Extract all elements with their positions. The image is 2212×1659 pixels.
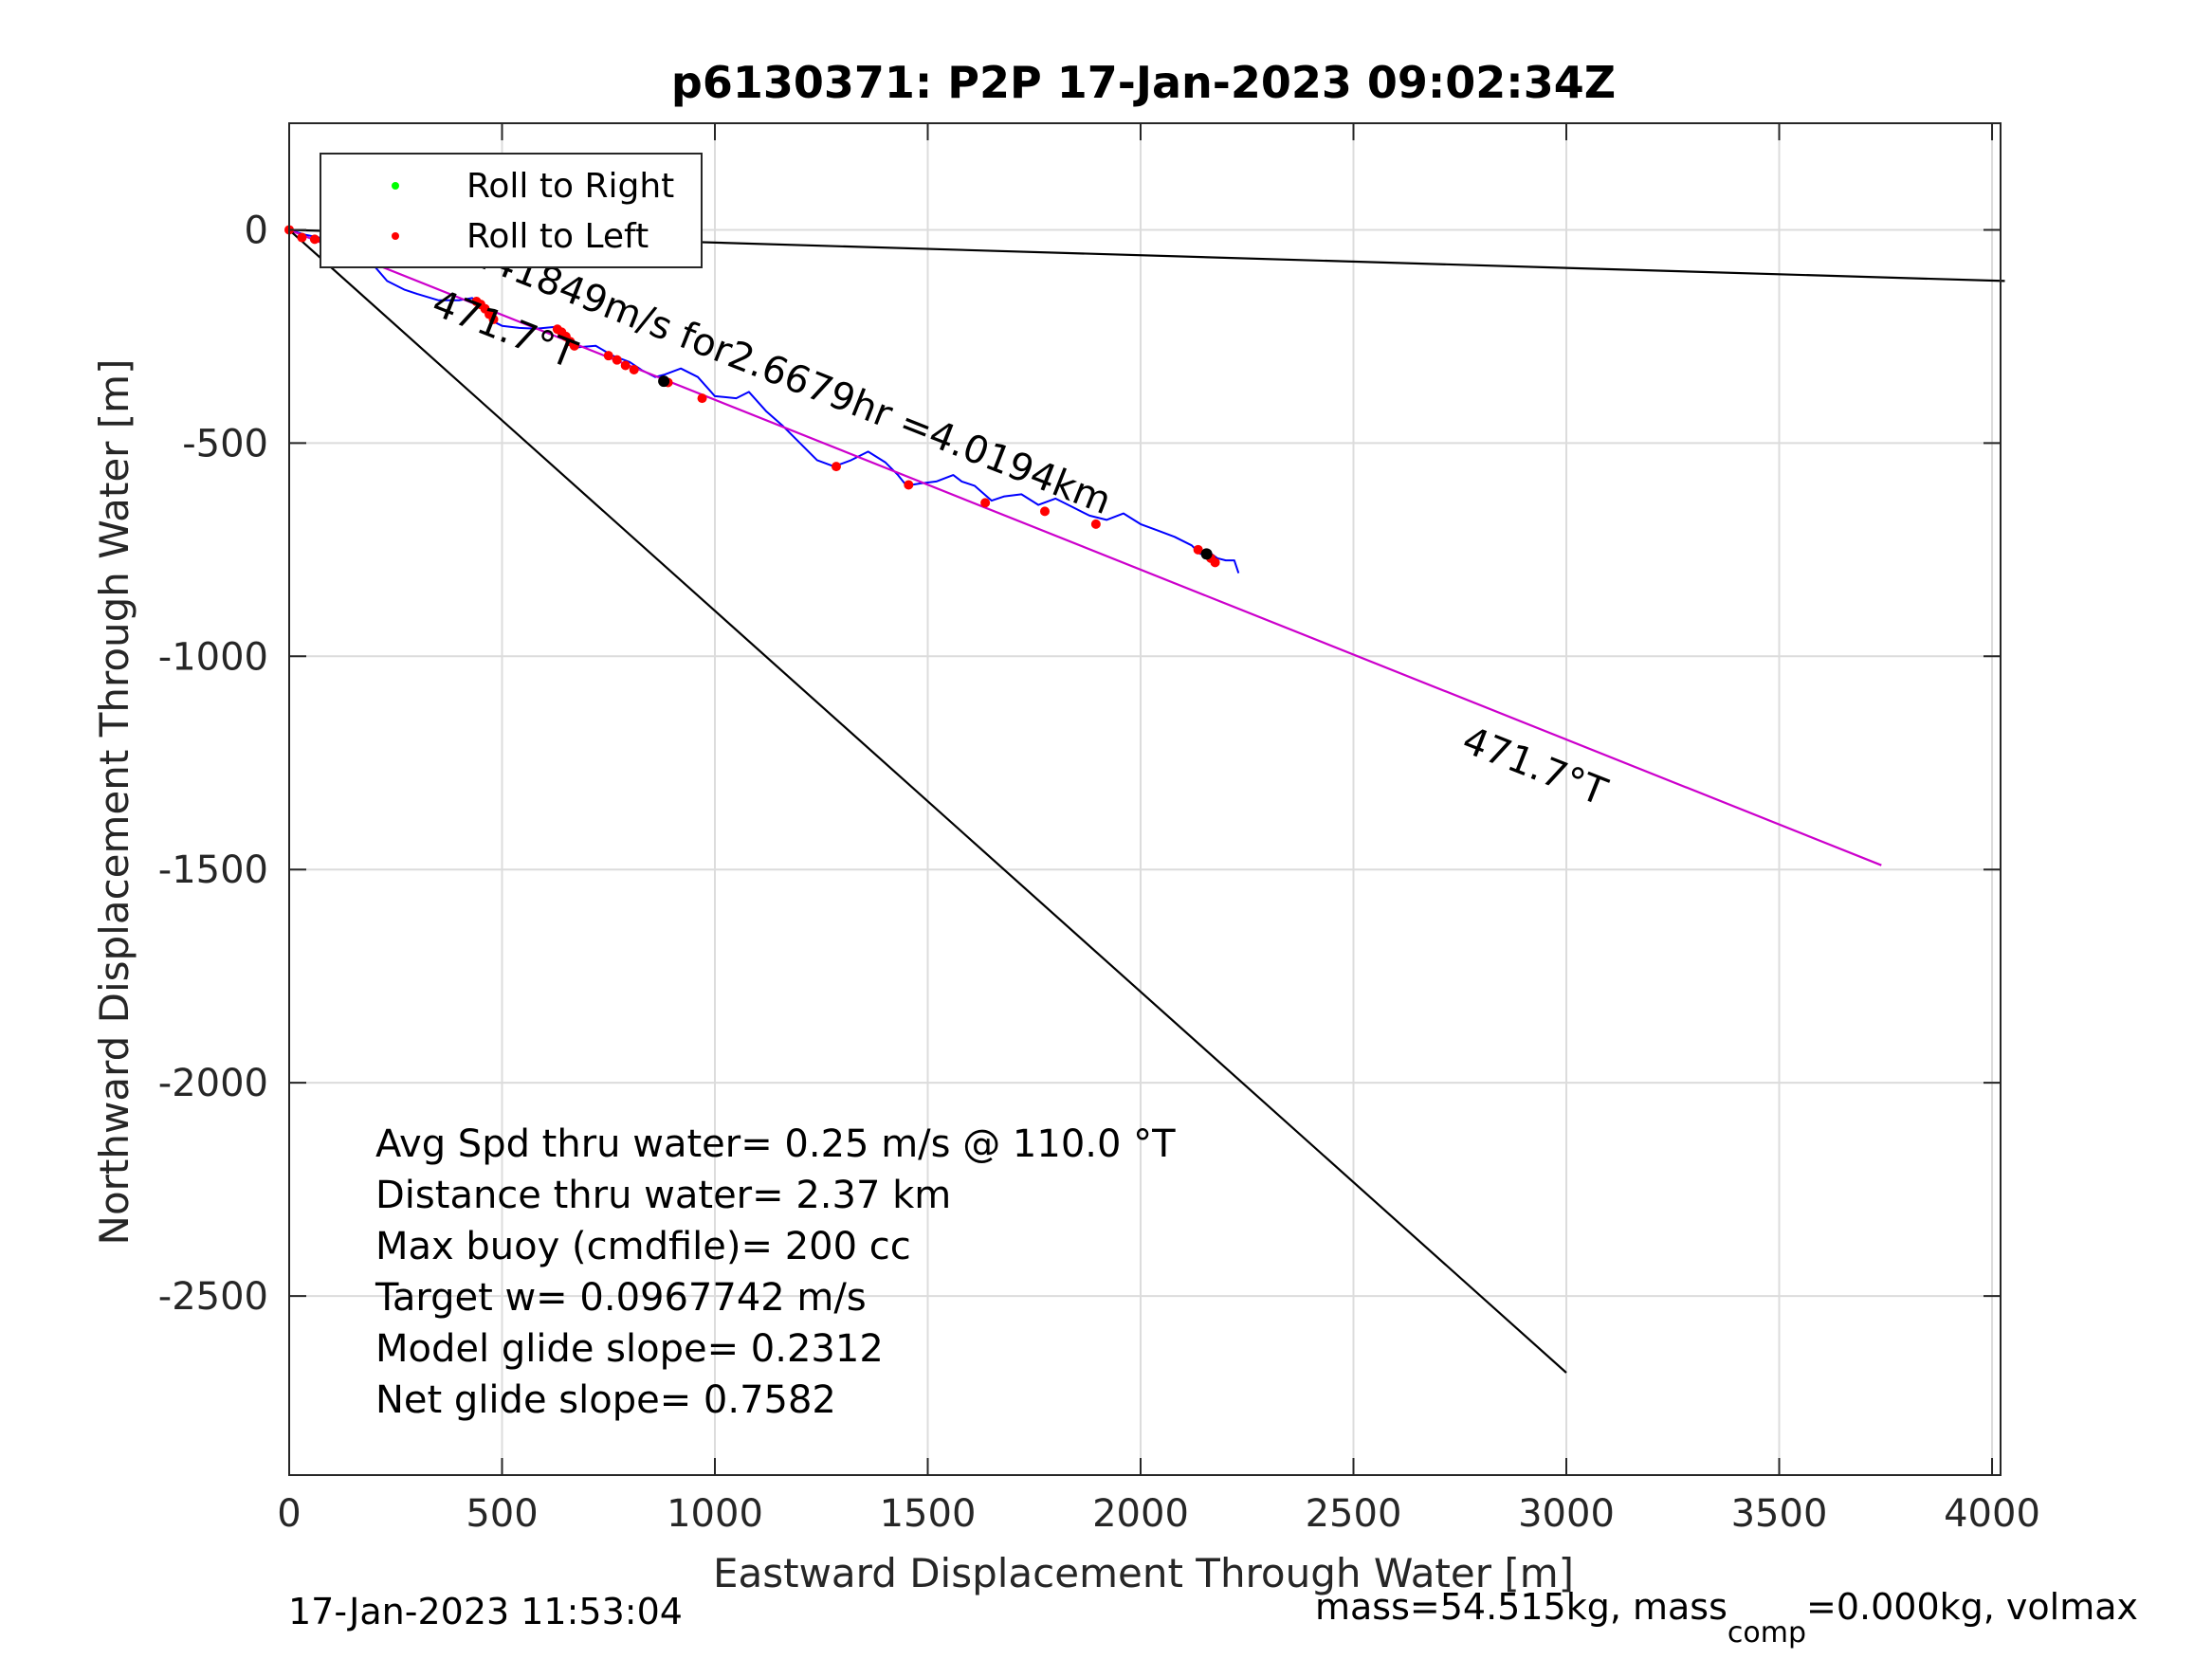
stats-line-distance: Distance thru water= 2.37 km: [375, 1174, 951, 1217]
series-point-4: [697, 393, 707, 404]
x-tick-label: 3000: [1518, 1492, 1615, 1536]
x-axis-label: Eastward Displacement Through Water [m]: [713, 1550, 1574, 1596]
y-tick-label: -1000: [158, 635, 268, 679]
series-point-4: [1039, 506, 1050, 517]
x-tick-label: 2000: [1092, 1492, 1189, 1536]
series-point-5: [1200, 548, 1213, 560]
stats-line-target-w: Target w= 0.0967742 m/s: [375, 1276, 867, 1320]
series-point-4: [309, 234, 320, 245]
legend-marker-roll-left: [392, 232, 399, 240]
series-point-4: [612, 355, 622, 365]
x-tick-label: 0: [277, 1492, 301, 1536]
footer-mass-subscript: comp: [1728, 1616, 1806, 1650]
series-point-4: [1193, 544, 1203, 555]
footer-timestamp: 17-Jan-2023 11:53:04: [288, 1591, 683, 1632]
axis-ticks: 0 500 1000 1500 2000 2500 3000 3500 4000 0 -500 -10…: [158, 123, 2040, 1536]
stats-line-net-glide: Net glide slope= 0.7582: [375, 1378, 836, 1422]
x-tick-label: 1500: [880, 1492, 977, 1536]
x-tick-label: 2500: [1306, 1492, 1402, 1536]
series-point-4: [569, 340, 579, 351]
stats-text: Avg Spd thru water= 0.25 m/s @ 110.0 °T …: [375, 1122, 1176, 1422]
stats-line-avg-speed: Avg Spd thru water= 0.25 m/s @ 110.0 °T: [375, 1122, 1176, 1166]
y-tick-label: -1500: [158, 848, 268, 892]
plot-frame: [288, 122, 2002, 1476]
series-point-4: [1210, 557, 1220, 568]
y-tick-label: 0: [245, 209, 268, 252]
chart-title: p6130371: P2P 17-Jan-2023 09:02:34Z: [671, 57, 1616, 108]
series-point-4: [603, 351, 613, 361]
footer-mass-prefix: mass=54.515kg, mass: [1315, 1586, 1728, 1628]
legend-label-roll-left: Roll to Left: [466, 217, 649, 256]
series-point-4: [904, 480, 914, 490]
footer-mass-suffix: =0.000kg, volmax: [1806, 1586, 2138, 1628]
x-tick-label: 500: [466, 1492, 538, 1536]
grid: [288, 123, 2001, 1475]
y-tick-label: -500: [182, 422, 268, 465]
series-point-5: [658, 375, 670, 388]
stats-line-model-glide: Model glide slope= 0.2312: [375, 1327, 884, 1371]
series-point-4: [629, 365, 639, 375]
y-tick-label: -2500: [158, 1275, 268, 1319]
y-axis-label: Northward Displacement Through Water [m]: [91, 359, 137, 1246]
x-tick-label: 4000: [1944, 1492, 2040, 1536]
legend-box: [320, 153, 703, 268]
series-point-4: [297, 232, 307, 243]
series-line-1: [288, 228, 1882, 866]
series-point-4: [620, 360, 631, 371]
series-point-4: [1090, 519, 1101, 529]
legend: Roll to Right Roll to Left: [320, 153, 703, 268]
series-point-4: [831, 462, 841, 472]
series-point-4: [980, 498, 991, 508]
series-line-0: [288, 228, 1240, 574]
x-tick-label: 3500: [1731, 1492, 1828, 1536]
legend-marker-roll-right: [392, 182, 399, 190]
stats-line-max-buoy: Max buoy (cmdfile)= 200 cc: [375, 1225, 911, 1268]
series-point-4: [488, 314, 499, 324]
y-tick-label: -2000: [158, 1062, 268, 1105]
footer-mass-info: mass=54.515kg, masscomp=0.000kg, volmax: [1315, 1586, 2138, 1650]
x-tick-label: 1000: [667, 1492, 763, 1536]
legend-label-roll-right: Roll to Right: [466, 167, 674, 206]
series-line-3: [288, 228, 1567, 1374]
